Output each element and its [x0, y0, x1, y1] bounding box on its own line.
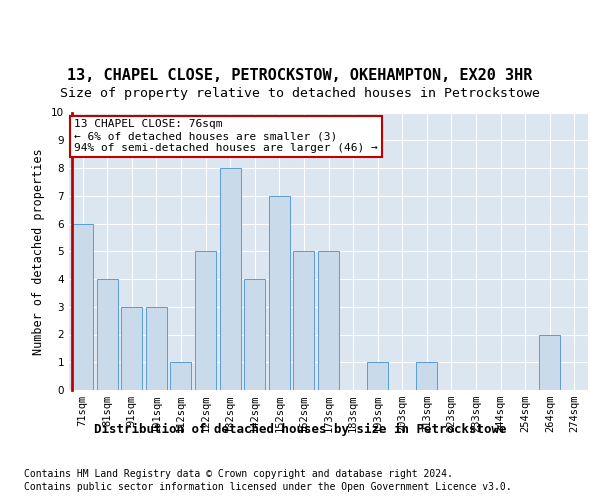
Bar [72, 224, 93, 390]
Text: Distribution of detached houses by size in Petrockstowe: Distribution of detached houses by size … [94, 422, 506, 436]
Bar [121, 306, 142, 390]
Bar [244, 279, 265, 390]
Bar [97, 279, 118, 390]
Text: 13 CHAPEL CLOSE: 76sqm
← 6% of detached houses are smaller (3)
94% of semi-detac: 13 CHAPEL CLOSE: 76sqm ← 6% of detached … [74, 120, 378, 152]
Bar [293, 251, 314, 390]
Text: Size of property relative to detached houses in Petrockstowe: Size of property relative to detached ho… [60, 87, 540, 100]
Bar [170, 362, 191, 390]
Bar [220, 168, 241, 390]
Bar [539, 334, 560, 390]
Text: Contains HM Land Registry data © Crown copyright and database right 2024.: Contains HM Land Registry data © Crown c… [24, 469, 453, 479]
Bar [367, 362, 388, 390]
Bar [318, 251, 339, 390]
Y-axis label: Number of detached properties: Number of detached properties [32, 148, 46, 354]
Bar [146, 306, 167, 390]
Text: Contains public sector information licensed under the Open Government Licence v3: Contains public sector information licen… [24, 482, 512, 492]
Bar [269, 196, 290, 390]
Bar [416, 362, 437, 390]
Bar [195, 251, 216, 390]
Text: 13, CHAPEL CLOSE, PETROCKSTOW, OKEHAMPTON, EX20 3HR: 13, CHAPEL CLOSE, PETROCKSTOW, OKEHAMPTO… [67, 68, 533, 82]
